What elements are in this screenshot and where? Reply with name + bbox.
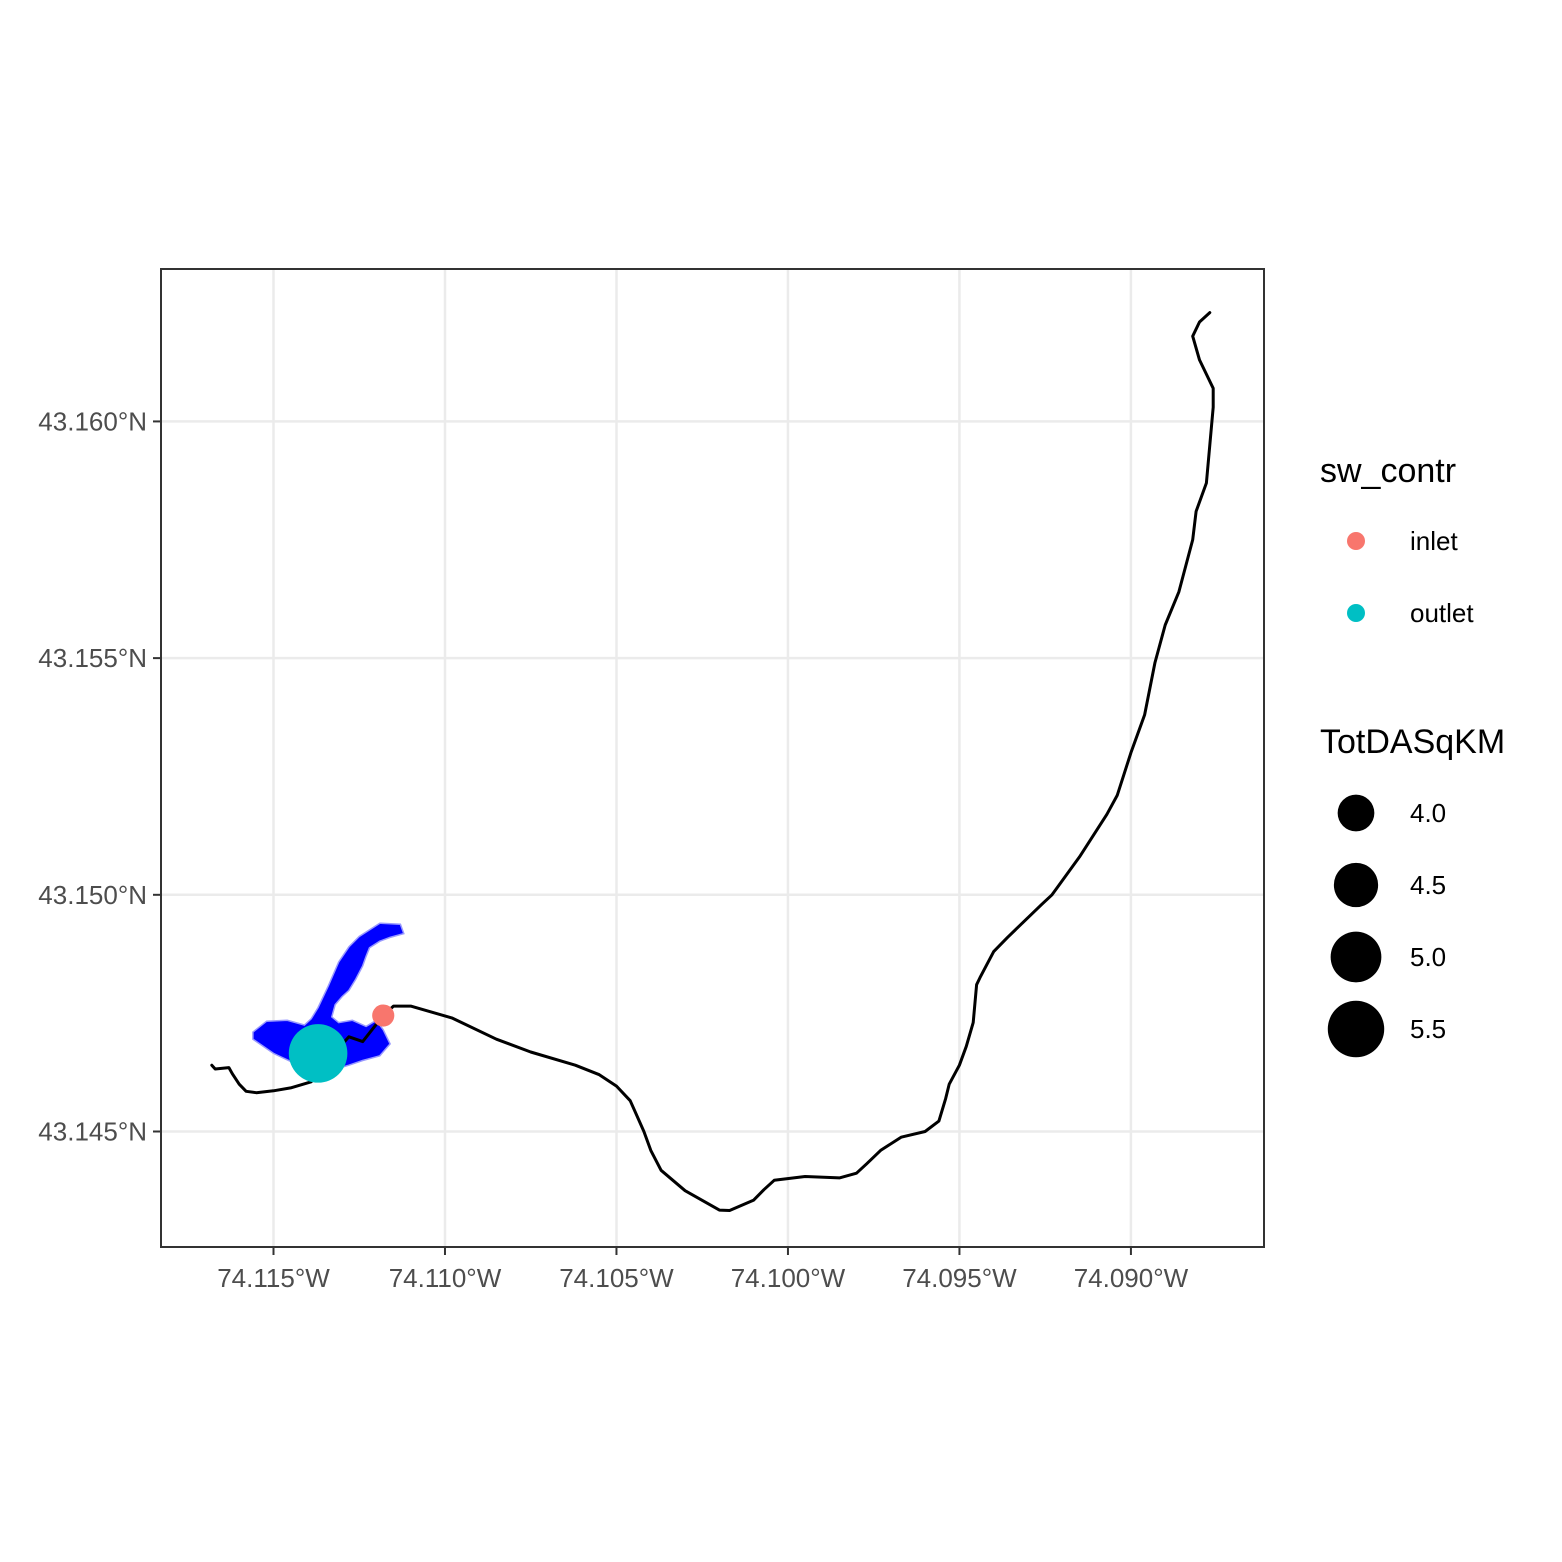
y-tick-label: 43.145°N	[38, 1116, 147, 1146]
legend-size-key	[1330, 931, 1382, 983]
grid	[161, 269, 1264, 1247]
inlet-point	[372, 1004, 395, 1027]
x-tick-label: 74.090°W	[1074, 1263, 1189, 1293]
legend-size-key	[1333, 862, 1379, 908]
legend-size-key	[1337, 794, 1375, 832]
y-tick-label: 43.160°N	[38, 406, 147, 436]
legend-size-label: 5.0	[1410, 942, 1446, 972]
legend-size-label: 4.0	[1410, 798, 1446, 828]
outlet-point	[288, 1024, 348, 1083]
legend-label-outlet: outlet	[1410, 598, 1474, 628]
legend-key-outlet	[1347, 604, 1365, 622]
y-tick-label: 43.150°N	[38, 880, 147, 910]
points-layer	[288, 1004, 395, 1083]
legend-key-inlet	[1347, 532, 1365, 550]
x-tick-label: 74.105°W	[559, 1263, 674, 1293]
axes: 74.115°W 74.110°W 74.105°W 74.100°W 74.095°W…	[38, 406, 1188, 1293]
panel-border	[160, 268, 1265, 1248]
legend-title-sw-contr: sw_contr	[1320, 452, 1456, 490]
x-tick-label: 74.110°W	[389, 1263, 502, 1293]
x-tick-label: 74.115°W	[217, 1263, 330, 1293]
legend-size-label: 5.5	[1410, 1014, 1446, 1044]
legend-label-inlet: inlet	[1410, 526, 1458, 556]
x-tick-label: 74.095°W	[902, 1263, 1017, 1293]
legend-size-key	[1327, 1000, 1385, 1058]
legend-title-totdasqkm: TotDASqKM	[1320, 723, 1505, 761]
legend-size-label: 4.5	[1410, 870, 1446, 900]
x-tick-label: 74.100°W	[731, 1263, 846, 1293]
y-tick-label: 43.155°N	[38, 643, 147, 673]
